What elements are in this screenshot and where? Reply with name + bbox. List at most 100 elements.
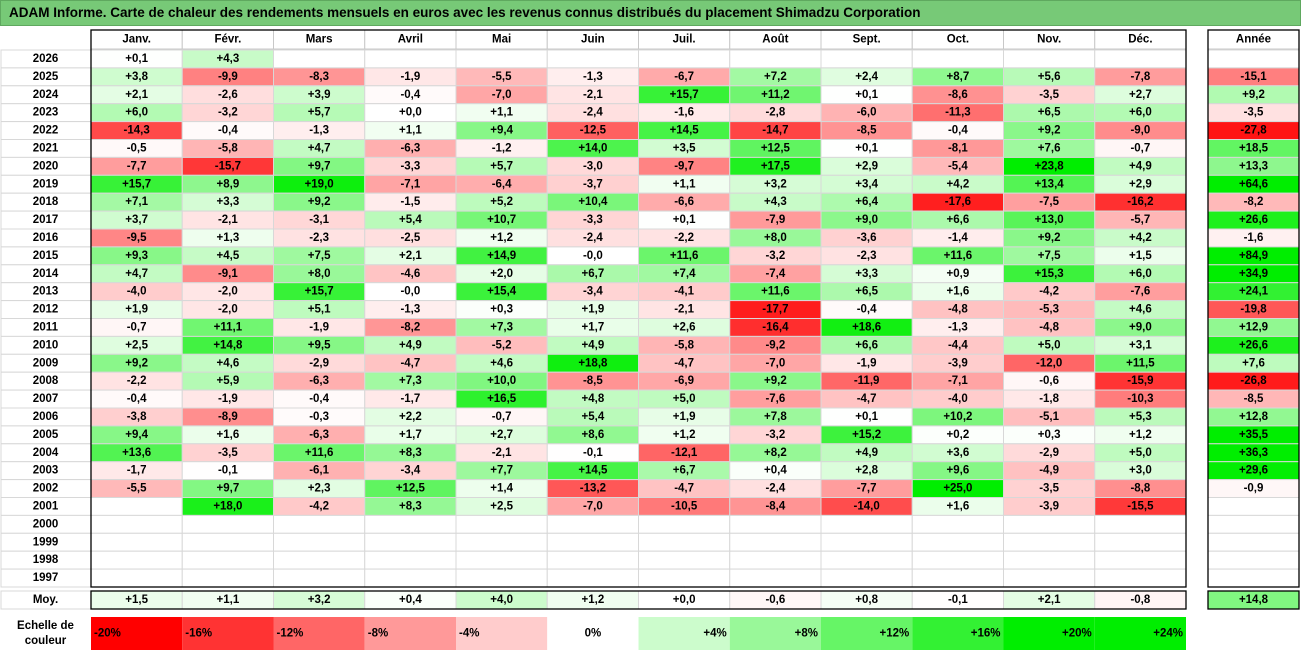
cell-value: -7,9 — [765, 214, 785, 226]
cell-value: +11,2 — [761, 89, 789, 101]
average-row-frame — [90, 590, 1187, 610]
cell-value: -6,3 — [400, 142, 420, 154]
cell-value: -0,4 — [309, 393, 329, 405]
year-label: 2007 — [33, 393, 59, 405]
average-value: +2,1 — [1038, 594, 1061, 606]
cell-value: +0,1 — [855, 89, 878, 101]
heatmap-cell — [911, 550, 1004, 570]
cell-value: -1,9 — [218, 393, 238, 405]
cell-value: +1,6 — [947, 286, 970, 298]
average-value: +0,4 — [399, 594, 422, 606]
cell-value: +7,1 — [125, 196, 148, 208]
cell-value: -4,8 — [948, 304, 968, 316]
cell-value: +2,3 — [308, 483, 331, 495]
cell-value: -2,1 — [218, 214, 238, 226]
cell-value: +5,2 — [490, 196, 513, 208]
color-scale-stop: +16% — [971, 628, 1001, 640]
cell-value: +1,3 — [217, 232, 240, 244]
cell-value: +15,7 — [305, 286, 334, 298]
cell-value: -2,1 — [674, 304, 694, 316]
cell-value: -4,0 — [127, 286, 147, 298]
cell-value: -0,0 — [583, 250, 603, 262]
cell-value: +2,5 — [125, 339, 148, 351]
cell-value: +9,3 — [125, 250, 148, 262]
annual-value: +29,6 — [1239, 465, 1268, 477]
cell-value: +5,0 — [1038, 339, 1061, 351]
cell-value: +2,7 — [490, 429, 513, 441]
cell-value: +9,2 — [308, 196, 331, 208]
cell-value: +1,5 — [1129, 250, 1152, 262]
cell-value: -2,1 — [492, 447, 512, 459]
cell-value: -0,4 — [857, 304, 877, 316]
cell-value: +5,1 — [308, 304, 331, 316]
heatmap-cell — [273, 568, 366, 588]
cell-value: -3,2 — [218, 107, 238, 119]
heatmap-cell — [911, 49, 1004, 69]
cell-value: -1,6 — [674, 107, 694, 119]
average-value: +0,0 — [673, 594, 696, 606]
annual-value: +12,9 — [1239, 321, 1268, 333]
cell-value: +6,6 — [947, 214, 970, 226]
cell-value: +4,6 — [490, 357, 513, 369]
cell-value: -1,2 — [492, 142, 512, 154]
year-label: 2010 — [33, 339, 59, 351]
heatmap-cell — [820, 568, 913, 588]
heatmap-cell — [181, 550, 274, 570]
annual-value: +64,6 — [1239, 178, 1268, 190]
cell-value: -6,9 — [674, 375, 694, 387]
cell-value: +6,5 — [1038, 107, 1061, 119]
cell-value: -1,9 — [309, 321, 329, 333]
cell-value: -7,7 — [127, 160, 147, 172]
annual-value: +35,5 — [1239, 429, 1269, 441]
cell-value: -7,0 — [583, 500, 603, 512]
cell-value: -2,4 — [583, 107, 603, 119]
cell-value: +9,4 — [490, 125, 513, 137]
cell-value: +5,6 — [1038, 71, 1061, 83]
year-label: 2012 — [33, 304, 59, 316]
annual-value: +26,6 — [1239, 214, 1268, 226]
cell-value: -2,4 — [765, 483, 785, 495]
average-annual-cell — [1207, 590, 1300, 610]
year-label: 2014 — [33, 268, 59, 280]
year-label: 2006 — [33, 411, 59, 423]
heatmap-cell — [911, 532, 1004, 552]
cell-value: +1,6 — [217, 429, 240, 441]
cell-value: +4,9 — [399, 339, 422, 351]
cell-value: -8,4 — [765, 500, 785, 512]
cell-value: -7,0 — [492, 89, 512, 101]
cell-value: +0,3 — [1038, 429, 1061, 441]
cell-value: -3,1 — [309, 214, 329, 226]
cell-value: +4,3 — [764, 196, 787, 208]
cell-value: +3,3 — [855, 268, 878, 280]
year-label: 2021 — [33, 142, 59, 154]
color-scale-swatch — [1003, 617, 1095, 650]
year-label: 2026 — [33, 53, 59, 65]
cell-value: +10,2 — [943, 411, 972, 423]
cell-value: +11,6 — [670, 250, 698, 262]
annual-cell — [1207, 532, 1300, 552]
cell-value: -2,5 — [400, 232, 420, 244]
month-header-1: Janv. — [122, 34, 151, 46]
heatmap-cell — [455, 568, 548, 588]
heatmap-cell — [911, 514, 1004, 534]
color-scale-swatch — [273, 617, 365, 650]
cell-value: -7,1 — [400, 178, 420, 190]
cell-value: -8,6 — [948, 89, 968, 101]
cell-value: +9,2 — [1038, 125, 1061, 137]
cell-value: +10,7 — [487, 214, 516, 226]
cell-value: +1,7 — [582, 321, 605, 333]
cell-value: -2,0 — [218, 286, 238, 298]
heatmap-cell — [546, 49, 639, 69]
cell-value: +11,5 — [1126, 357, 1155, 369]
average-value: +3,2 — [308, 594, 331, 606]
cell-value: +2,2 — [399, 411, 422, 423]
month-header-7: Juil. — [673, 34, 696, 46]
cell-value: +4,5 — [217, 250, 240, 262]
cell-value: -2,9 — [309, 357, 329, 369]
cell-value: +8,6 — [582, 429, 605, 441]
cell-value: -1,3 — [583, 71, 603, 83]
cell-value: -6,4 — [492, 178, 512, 190]
average-value: +4,0 — [490, 594, 513, 606]
cell-value: -4,7 — [674, 357, 694, 369]
cell-value: +2,6 — [673, 321, 696, 333]
